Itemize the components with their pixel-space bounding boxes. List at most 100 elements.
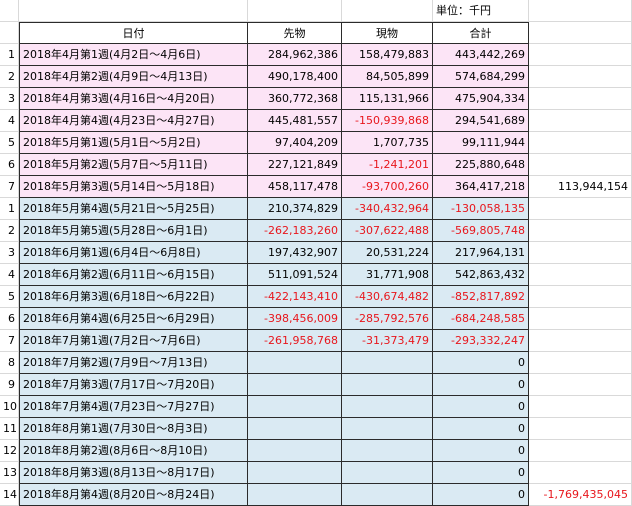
row-number[interactable]: 1 — [0, 198, 19, 220]
total-cell[interactable]: 0 — [433, 462, 529, 484]
total-cell[interactable]: -684,248,585 — [433, 308, 529, 330]
row-number[interactable]: 4 — [0, 264, 19, 286]
date-cell[interactable]: 2018年5月第5週(5月28日～6月1日) — [19, 220, 248, 242]
total-cell[interactable]: 0 — [433, 418, 529, 440]
extra-value-cell[interactable] — [529, 440, 632, 462]
futures-cell[interactable]: 445,481,557 — [248, 110, 342, 132]
row-number[interactable]: 3 — [0, 242, 19, 264]
extra-value-cell[interactable] — [529, 418, 632, 440]
date-cell[interactable]: 2018年7月第1週(7月2日～7月6日) — [19, 330, 248, 352]
spot-cell[interactable] — [342, 374, 433, 396]
row-number[interactable]: 1 — [0, 44, 19, 66]
futures-cell[interactable] — [248, 418, 342, 440]
spot-cell[interactable]: -307,622,488 — [342, 220, 433, 242]
spot-cell[interactable] — [342, 418, 433, 440]
total-cell[interactable]: -852,817,892 — [433, 286, 529, 308]
extra-value-cell[interactable]: 113,944,154 — [529, 176, 632, 198]
extra-value-cell[interactable] — [529, 330, 632, 352]
row-number[interactable]: 14 — [0, 484, 19, 506]
date-cell[interactable]: 2018年4月第2週(4月9日～4月13日) — [19, 66, 248, 88]
spot-cell[interactable] — [342, 396, 433, 418]
spot-cell[interactable]: 158,479,883 — [342, 44, 433, 66]
extra-value-cell[interactable] — [529, 286, 632, 308]
futures-cell[interactable]: 210,374,829 — [248, 198, 342, 220]
row-number[interactable]: 2 — [0, 220, 19, 242]
row-number[interactable]: 9 — [0, 374, 19, 396]
extra-value-cell[interactable] — [529, 220, 632, 242]
cell[interactable] — [529, 0, 632, 22]
date-cell[interactable]: 2018年8月第2週(8月6日～8月10日) — [19, 440, 248, 462]
extra-value-cell[interactable] — [529, 88, 632, 110]
total-cell[interactable]: 99,111,944 — [433, 132, 529, 154]
date-cell[interactable]: 2018年7月第2週(7月9日～7月13日) — [19, 352, 248, 374]
futures-cell[interactable] — [248, 352, 342, 374]
cell[interactable] — [0, 22, 19, 44]
header-futures[interactable]: 先物 — [248, 22, 342, 44]
total-cell[interactable]: 542,863,432 — [433, 264, 529, 286]
cell[interactable] — [19, 0, 248, 22]
row-number[interactable]: 6 — [0, 308, 19, 330]
row-number[interactable]: 5 — [0, 132, 19, 154]
total-cell[interactable]: 0 — [433, 396, 529, 418]
date-cell[interactable]: 2018年4月第4週(4月23日～4月27日) — [19, 110, 248, 132]
total-cell[interactable]: 443,442,269 — [433, 44, 529, 66]
total-cell[interactable]: -130,058,135 — [433, 198, 529, 220]
date-cell[interactable]: 2018年6月第1週(6月4日～6月8日) — [19, 242, 248, 264]
extra-value-cell[interactable] — [529, 242, 632, 264]
spot-cell[interactable] — [342, 352, 433, 374]
date-cell[interactable]: 2018年7月第4週(7月23日～7月27日) — [19, 396, 248, 418]
extra-value-cell[interactable] — [529, 198, 632, 220]
futures-cell[interactable] — [248, 374, 342, 396]
extra-value-cell[interactable] — [529, 154, 632, 176]
spot-cell[interactable]: -150,939,868 — [342, 110, 433, 132]
extra-value-cell[interactable] — [529, 374, 632, 396]
extra-value-cell[interactable] — [529, 396, 632, 418]
date-cell[interactable]: 2018年4月第3週(4月16日～4月20日) — [19, 88, 248, 110]
spot-cell[interactable]: -31,373,479 — [342, 330, 433, 352]
total-cell[interactable]: 574,684,299 — [433, 66, 529, 88]
futures-cell[interactable]: 284,962,386 — [248, 44, 342, 66]
row-number[interactable]: 3 — [0, 88, 19, 110]
header-spot[interactable]: 現物 — [342, 22, 433, 44]
row-number[interactable]: 11 — [0, 418, 19, 440]
futures-cell[interactable]: 97,404,209 — [248, 132, 342, 154]
spot-cell[interactable]: 31,771,908 — [342, 264, 433, 286]
futures-cell[interactable]: 490,178,400 — [248, 66, 342, 88]
total-cell[interactable]: 225,880,648 — [433, 154, 529, 176]
cell[interactable] — [0, 0, 19, 22]
cell[interactable] — [529, 22, 632, 44]
futures-cell[interactable]: -422,143,410 — [248, 286, 342, 308]
futures-cell[interactable]: 360,772,368 — [248, 88, 342, 110]
extra-value-cell[interactable]: -1,769,435,045 — [529, 484, 632, 506]
total-cell[interactable]: 475,904,334 — [433, 88, 529, 110]
total-cell[interactable]: 0 — [433, 374, 529, 396]
date-cell[interactable]: 2018年8月第3週(8月13日～8月17日) — [19, 462, 248, 484]
row-number[interactable]: 5 — [0, 286, 19, 308]
row-number[interactable]: 4 — [0, 110, 19, 132]
cell[interactable] — [342, 0, 433, 22]
row-number[interactable]: 7 — [0, 176, 19, 198]
total-cell[interactable]: -293,332,247 — [433, 330, 529, 352]
row-number[interactable]: 6 — [0, 154, 19, 176]
futures-cell[interactable]: 511,091,524 — [248, 264, 342, 286]
row-number[interactable]: 13 — [0, 462, 19, 484]
futures-cell[interactable] — [248, 462, 342, 484]
total-cell[interactable]: -569,805,748 — [433, 220, 529, 242]
total-cell[interactable]: 364,417,218 — [433, 176, 529, 198]
extra-value-cell[interactable] — [529, 44, 632, 66]
row-number[interactable]: 10 — [0, 396, 19, 418]
futures-cell[interactable]: 458,117,478 — [248, 176, 342, 198]
date-cell[interactable]: 2018年5月第1週(5月1日～5月2日) — [19, 132, 248, 154]
total-cell[interactable]: 294,541,689 — [433, 110, 529, 132]
date-cell[interactable]: 2018年5月第3週(5月14日～5月18日) — [19, 176, 248, 198]
spot-cell[interactable]: -430,674,482 — [342, 286, 433, 308]
futures-cell[interactable]: 227,121,849 — [248, 154, 342, 176]
total-cell[interactable]: 0 — [433, 352, 529, 374]
date-cell[interactable]: 2018年8月第4週(8月20日～8月24日) — [19, 484, 248, 506]
spot-cell[interactable] — [342, 484, 433, 506]
row-number[interactable]: 7 — [0, 330, 19, 352]
total-cell[interactable]: 217,964,131 — [433, 242, 529, 264]
extra-value-cell[interactable] — [529, 352, 632, 374]
spot-cell[interactable] — [342, 440, 433, 462]
date-cell[interactable]: 2018年8月第1週(7月30日～8月3日) — [19, 418, 248, 440]
